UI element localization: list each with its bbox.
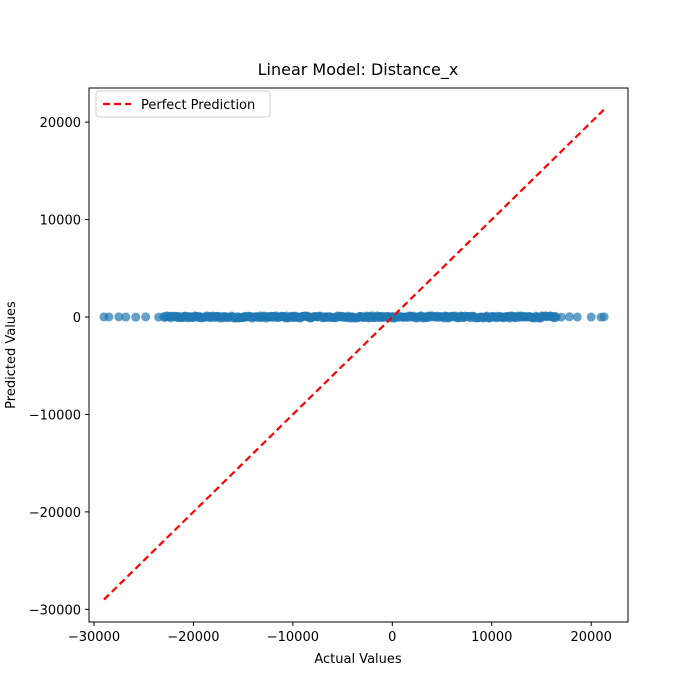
axes [88, 87, 629, 623]
x-tick-label: −10000 [267, 630, 319, 645]
x-tick-label: −30000 [68, 630, 120, 645]
scatter-point [121, 312, 131, 322]
scatter-point [104, 312, 114, 322]
legend-box [95, 90, 271, 118]
x-tick-label: 20000 [571, 630, 612, 645]
x-tick-label: 0 [388, 630, 396, 645]
x-tick-label: −20000 [167, 630, 219, 645]
scatter-point [586, 312, 596, 322]
scatter-point [114, 312, 124, 322]
scatter-point [572, 312, 582, 322]
scatter-point [599, 312, 609, 322]
scatter-point [141, 312, 151, 322]
plot-frame [88, 87, 629, 623]
scatter-points [99, 311, 609, 323]
y-tick-label: 10000 [40, 214, 81, 229]
ticks: −30000 −20000 −10000 0 10000 20000 −30000 −2000… [29, 116, 612, 645]
y-tick-label: −10000 [29, 408, 81, 423]
perfect-prediction-line-group [103, 108, 605, 601]
y-axis-label: Predicted Values [4, 301, 19, 409]
legend-label: Perfect Prediction [141, 98, 255, 113]
x-axis-label: Actual Values [314, 652, 402, 667]
scatter-point [556, 312, 566, 322]
perfect-prediction-line [103, 108, 605, 601]
legend: Perfect Prediction [95, 90, 271, 118]
y-tick-label: −30000 [29, 603, 81, 618]
scatter-point [154, 312, 164, 322]
y-tick-label: −20000 [29, 506, 81, 521]
y-tick-label: 0 [73, 311, 81, 326]
chart-title: Linear Model: Distance_x [258, 60, 459, 80]
x-tick-label: 10000 [471, 630, 512, 645]
y-tick-label: 20000 [40, 116, 81, 131]
scatter-point [564, 312, 574, 322]
scatter-point [131, 312, 141, 322]
